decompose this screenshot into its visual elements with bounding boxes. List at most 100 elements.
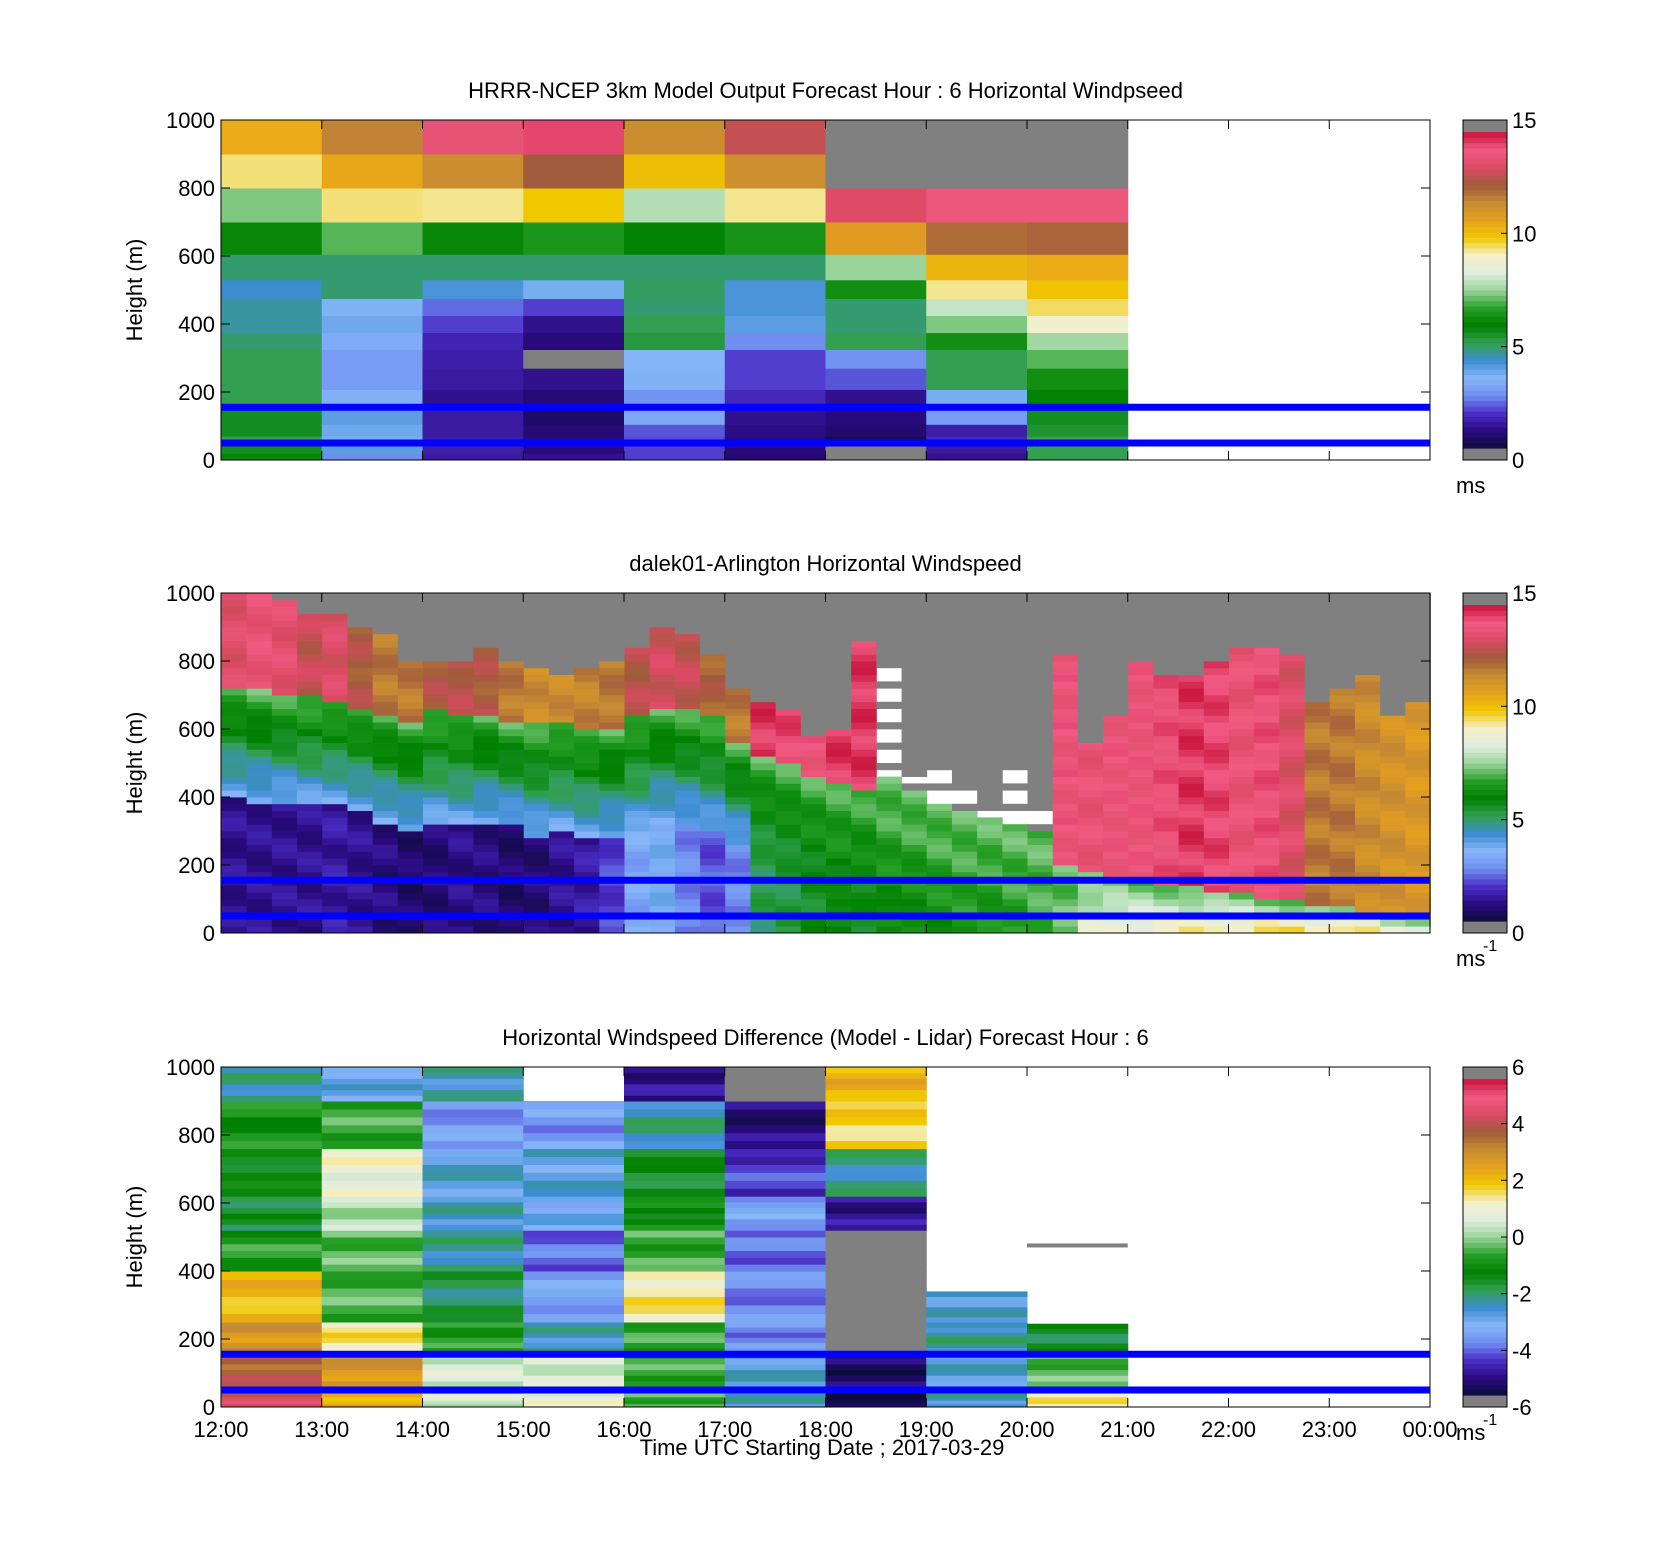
y-tick-label: 1000 bbox=[166, 108, 215, 133]
colorbar-segment bbox=[1463, 1184, 1507, 1191]
heatmap-cell bbox=[523, 1164, 625, 1173]
heatmap-cell bbox=[624, 1327, 726, 1333]
colorbar-segment bbox=[1463, 1247, 1507, 1254]
heatmap-cell bbox=[624, 729, 651, 737]
heatmap-cell bbox=[523, 1213, 625, 1220]
heatmap-cell bbox=[297, 749, 323, 757]
heatmap-cell bbox=[599, 722, 625, 730]
heatmap-cell bbox=[1354, 627, 1381, 635]
heatmap-cell bbox=[674, 858, 701, 866]
colorbar-segment bbox=[1463, 1289, 1507, 1296]
colorbar-segment bbox=[1463, 805, 1507, 811]
heatmap-cell bbox=[800, 735, 827, 743]
heatmap-cell bbox=[1052, 654, 1079, 662]
heatmap-cell bbox=[473, 899, 499, 907]
heatmap-cell bbox=[1153, 763, 1180, 771]
heatmap-cell bbox=[1077, 790, 1104, 798]
heatmap-cell bbox=[1052, 661, 1079, 669]
heatmap-cell bbox=[1254, 885, 1280, 893]
heatmap-cell bbox=[1279, 851, 1305, 859]
heatmap-cell bbox=[221, 851, 248, 859]
heatmap-cell bbox=[221, 1132, 323, 1142]
heatmap-cell bbox=[473, 681, 499, 689]
heatmap-cell bbox=[1329, 667, 1356, 675]
heatmap-cell bbox=[473, 654, 499, 662]
heatmap-cell bbox=[322, 599, 348, 607]
colorbar-segment bbox=[1463, 1389, 1507, 1396]
heatmap-cell bbox=[826, 674, 852, 682]
heatmap-cell bbox=[951, 647, 978, 655]
heatmap-cell bbox=[674, 742, 701, 750]
heatmap-cell bbox=[649, 851, 676, 859]
heatmap-cell bbox=[901, 831, 928, 839]
colorbar-segment bbox=[1463, 1110, 1507, 1117]
heatmap-cell bbox=[422, 1400, 524, 1405]
heatmap-cell bbox=[826, 858, 852, 866]
colorbar-segment bbox=[1463, 1284, 1507, 1291]
heatmap-cell bbox=[397, 803, 424, 811]
heatmap-cell bbox=[397, 613, 424, 621]
heatmap-cell bbox=[1027, 837, 1054, 845]
heatmap-cell bbox=[1052, 647, 1079, 655]
heatmap-cell bbox=[221, 1218, 323, 1226]
heatmap-cell bbox=[1329, 627, 1356, 635]
heatmap-cell bbox=[1405, 790, 1431, 798]
heatmap-cell bbox=[977, 899, 1003, 907]
heatmap-cell bbox=[725, 640, 751, 648]
heatmap-cell bbox=[674, 715, 701, 723]
heatmap-cell bbox=[523, 797, 550, 805]
heatmap-cell bbox=[926, 919, 953, 927]
heatmap-cell bbox=[448, 769, 474, 777]
heatmap-cell bbox=[548, 640, 575, 648]
heatmap-cell bbox=[700, 633, 726, 641]
heatmap-cell bbox=[1354, 831, 1381, 839]
heatmap-cell bbox=[1153, 892, 1180, 900]
colorbar-segment bbox=[1463, 778, 1507, 785]
heatmap-cell bbox=[1203, 661, 1230, 669]
heatmap-cell bbox=[297, 647, 323, 655]
heatmap-cell bbox=[624, 1296, 726, 1306]
colorbar-segment bbox=[1463, 1305, 1507, 1312]
heatmap-cell bbox=[498, 627, 525, 635]
heatmap-cell bbox=[775, 606, 802, 614]
heatmap-cell bbox=[297, 729, 323, 737]
heatmap-cell bbox=[700, 715, 726, 723]
heatmap-cell bbox=[1077, 593, 1104, 601]
heatmap-cell bbox=[422, 424, 524, 437]
heatmap-cell bbox=[951, 899, 978, 907]
heatmap-cell bbox=[926, 756, 953, 764]
x-tick-label: 21:00 bbox=[1100, 1417, 1155, 1442]
heatmap-cell bbox=[700, 613, 726, 621]
colorbar-segment bbox=[1463, 605, 1507, 611]
heatmap-cell bbox=[1203, 824, 1230, 832]
heatmap-cell bbox=[1052, 742, 1079, 750]
heatmap-cell bbox=[448, 627, 474, 635]
y-tick-label: 400 bbox=[178, 312, 215, 337]
heatmap-cell bbox=[624, 640, 651, 648]
colorbar-tick-label: 5 bbox=[1512, 808, 1524, 833]
colorbar-segment bbox=[1463, 889, 1507, 896]
heatmap-cell bbox=[775, 769, 802, 777]
colorbar-segment bbox=[1463, 873, 1507, 880]
heatmap-cell bbox=[221, 926, 248, 934]
heatmap-cell bbox=[1103, 735, 1129, 743]
heatmap-cell bbox=[246, 742, 273, 750]
heatmap-cell bbox=[1027, 708, 1054, 716]
heatmap-cell bbox=[750, 871, 777, 879]
heatmap-cell bbox=[221, 715, 248, 723]
heatmap-cell bbox=[523, 613, 550, 621]
heatmap-cell bbox=[523, 1327, 625, 1333]
colorbar-segment bbox=[1463, 689, 1507, 696]
heatmap-cell bbox=[1002, 688, 1028, 696]
heatmap-cell bbox=[1279, 661, 1305, 669]
heatmap-cell bbox=[700, 824, 726, 832]
heatmap-cell bbox=[321, 1342, 423, 1348]
heatmap-cell bbox=[548, 593, 575, 601]
heatmap-cell bbox=[624, 1140, 726, 1150]
heatmap-cell bbox=[1405, 599, 1431, 607]
heatmap-cell bbox=[1329, 871, 1356, 879]
colorbar-segment bbox=[1463, 237, 1507, 244]
heatmap-cell bbox=[271, 627, 298, 635]
heatmap-cell bbox=[1178, 708, 1205, 716]
heatmap-cell bbox=[1254, 756, 1280, 764]
